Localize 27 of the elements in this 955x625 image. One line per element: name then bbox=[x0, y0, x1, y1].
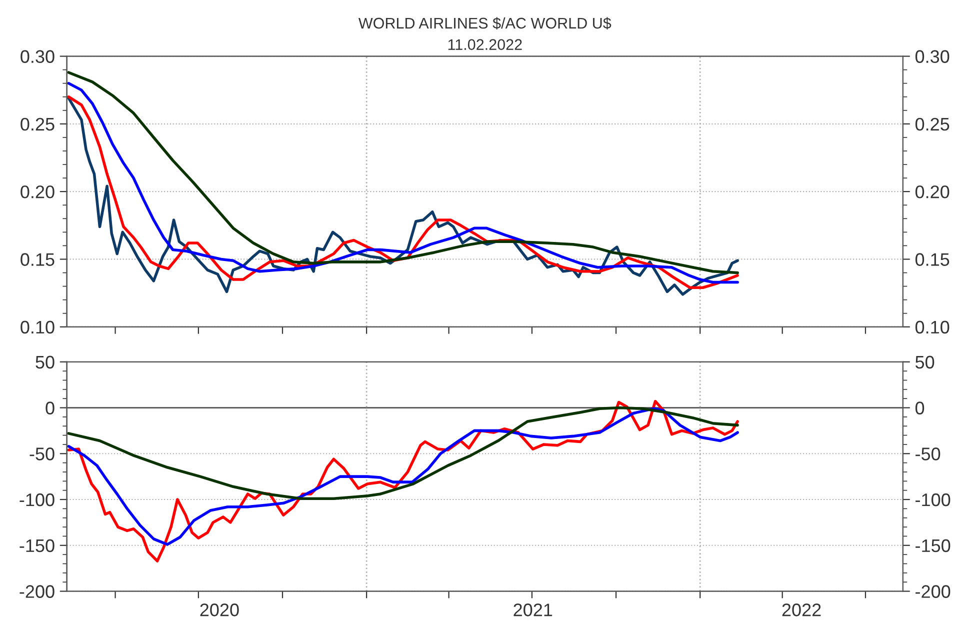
y-tick-label: -200 bbox=[20, 585, 54, 598]
y2-tick-label: 0.25 bbox=[915, 118, 950, 131]
y2-tick-label: 0.30 bbox=[915, 50, 950, 63]
y-tick-label: 0.20 bbox=[20, 185, 54, 198]
y2-tick-label: -200 bbox=[916, 585, 950, 598]
y2-tick-label: -150 bbox=[916, 539, 950, 552]
y2-tick-label: -100 bbox=[916, 493, 950, 506]
chart-subtitle: 11.02.2022 bbox=[448, 39, 522, 50]
y-tick-label: 0.30 bbox=[20, 50, 54, 63]
y-tick-label: 0 bbox=[46, 402, 54, 414]
x-tick-label: 2021 bbox=[514, 604, 552, 616]
x-tick-label: 2020 bbox=[200, 604, 239, 616]
y-tick-label: 0.15 bbox=[20, 253, 54, 266]
y-tick-label: -100 bbox=[20, 493, 54, 506]
y-tick-label: 0.10 bbox=[20, 320, 54, 334]
y2-tick-label: 0.15 bbox=[915, 253, 950, 266]
y-tick-label: 50 bbox=[36, 356, 54, 369]
y2-tick-label: 0.20 bbox=[915, 185, 950, 198]
y2-tick-label: 50 bbox=[915, 356, 934, 369]
chart-title: WORLD AIRLINES $/AC WORLD U$ bbox=[358, 17, 612, 30]
y2-tick-label: 0 bbox=[915, 402, 924, 414]
y2-tick-label: -50 bbox=[916, 448, 940, 460]
y2-tick-label: 0.10 bbox=[915, 320, 950, 334]
x-tick-label: 2022 bbox=[782, 604, 821, 616]
y-tick-label: -50 bbox=[30, 448, 54, 460]
y-tick-label: 0.25 bbox=[20, 118, 54, 131]
y-tick-label: -150 bbox=[20, 539, 54, 552]
